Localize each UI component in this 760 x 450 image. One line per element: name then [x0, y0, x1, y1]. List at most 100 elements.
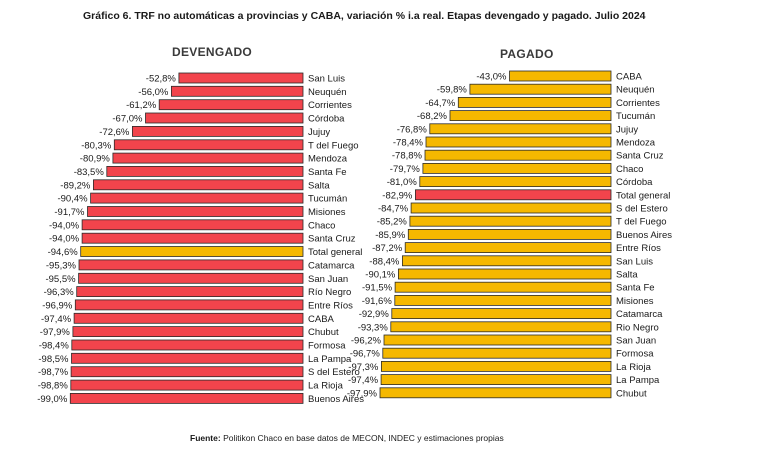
devengado-value-label: -67,0%	[112, 114, 143, 125]
devengado-bar	[71, 352, 304, 364]
devengado-category-label: La Rioja	[308, 381, 344, 392]
devengado-category-label: Neuquén	[308, 87, 347, 98]
devengado-value-label: -83,5%	[74, 167, 105, 178]
pagado-bar	[424, 149, 612, 161]
devengado-category-label: Corrientes	[308, 100, 352, 111]
pagado-value-label: -81,0%	[387, 177, 418, 188]
devengado-value-label: -72,6%	[99, 127, 130, 138]
devengado-value-label: -90,4%	[57, 194, 88, 205]
pagado-bar	[404, 242, 612, 254]
pagado-category-label: Tucumán	[616, 111, 655, 122]
devengado-bar	[71, 339, 304, 351]
devengado-bar	[78, 272, 304, 284]
pagado-bar	[383, 334, 612, 346]
chart-title: Gráfico 6. TRF no automáticas a provinci…	[83, 10, 646, 22]
devengado-bar	[81, 232, 304, 244]
devengado-value-label: -98,7%	[38, 367, 69, 378]
pagado-category-label: T del Fuego	[616, 217, 667, 228]
devengado-category-label: Total general	[308, 247, 362, 258]
devengado-bar	[178, 72, 304, 84]
devengado-value-label: -91,7%	[54, 207, 85, 218]
devengado-bar	[81, 219, 304, 231]
pagado-value-label: -91,6%	[362, 296, 393, 307]
devengado-value-label: -98,5%	[38, 354, 69, 365]
pagado-value-label: -78,8%	[392, 151, 423, 162]
devengado-bar	[145, 112, 304, 124]
pagado-value-label: -97,9%	[347, 388, 378, 399]
pagado-category-label: Córdoba	[616, 177, 653, 188]
devengado-value-label: -95,5%	[45, 274, 76, 285]
pagado-category-label: Jujuy	[616, 124, 638, 135]
pagado-bar	[409, 215, 612, 227]
pagado-value-label: -59,8%	[437, 85, 468, 96]
pagado-category-label: Misiones	[616, 296, 654, 307]
pagado-category-label: Corrientes	[616, 98, 660, 109]
pagado-category-label: Chubut	[616, 388, 647, 399]
devengado-bar	[72, 326, 304, 338]
pagado-value-label: -64,7%	[425, 98, 456, 109]
pagado-category-label: La Rioja	[616, 362, 652, 373]
pagado-category-label: Neuquén	[616, 85, 655, 96]
devengado-panel-title: DEVENGADO	[172, 45, 253, 59]
devengado-value-label: -98,8%	[38, 381, 69, 392]
pagado-bar	[401, 255, 612, 267]
pagado-value-label: -78,4%	[393, 138, 424, 149]
devengado-bar	[113, 139, 304, 151]
devengado-category-label: Córdoba	[308, 114, 345, 125]
devengado-bar	[112, 152, 304, 164]
devengado-category-label: Santa Fe	[308, 167, 347, 178]
devengado-value-label: -95,3%	[46, 260, 77, 271]
devengado-bar	[73, 312, 304, 324]
devengado-bar	[170, 85, 304, 97]
pagado-value-label: -43,0%	[476, 72, 507, 83]
pagado-bar	[419, 176, 612, 188]
pagado-bar	[407, 228, 612, 240]
devengado-category-label: Mendoza	[308, 154, 348, 165]
devengado-category-label: Catamarca	[308, 260, 355, 271]
pagado-value-label: -90,1%	[365, 270, 396, 281]
devengado-bar	[69, 392, 304, 404]
pagado-chart: -43,0% CABA -59,8% Neuquén -64,7% Corrientes -…	[347, 70, 672, 399]
pagado-category-label: Buenos Aires	[616, 230, 672, 241]
pagado-category-label: Santa Cruz	[616, 151, 664, 162]
devengado-category-label: Buenos Aires	[308, 394, 364, 405]
devengado-value-label: -80,9%	[80, 154, 111, 165]
pagado-value-label: -87,2%	[372, 243, 403, 254]
devengado-category-label: Entre Ríos	[308, 300, 353, 311]
pagado-category-label: Chaco	[616, 164, 643, 175]
pagado-bar	[469, 83, 612, 95]
devengado-value-label: -94,0%	[49, 220, 80, 231]
devengado-category-label: Santa Cruz	[308, 234, 356, 245]
devengado-value-label: -56,0%	[138, 87, 169, 98]
devengado-value-label: -99,0%	[37, 394, 68, 405]
pagado-category-label: Mendoza	[616, 138, 656, 149]
pagado-category-label: San Juan	[616, 336, 656, 347]
pagado-bar	[391, 308, 612, 320]
pagado-category-label: Salta	[616, 270, 638, 281]
pagado-bar	[380, 360, 612, 372]
devengado-chart: -52,8% San Luis -56,0% Neuquén -61,2% Corrien…	[37, 72, 364, 405]
devengado-value-label: -94,6%	[48, 247, 79, 258]
pagado-bar	[397, 268, 612, 280]
devengado-category-label: Jujuy	[308, 127, 330, 138]
devengado-category-label: San Luis	[308, 74, 345, 85]
devengado-bar	[87, 206, 304, 217]
pagado-value-label: -68,2%	[417, 111, 448, 122]
devengado-value-label: -89,2%	[60, 180, 91, 191]
devengado-bar	[131, 126, 304, 137]
devengado-value-label: -97,4%	[41, 314, 72, 325]
pagado-bar	[414, 189, 612, 201]
pagado-bar	[390, 321, 612, 333]
pagado-bar	[509, 70, 612, 82]
pagado-panel-title: PAGADO	[500, 47, 554, 61]
source-label: Fuente:	[190, 433, 221, 443]
pagado-value-label: -82,9%	[382, 190, 413, 201]
devengado-category-label: La Pampa	[308, 354, 352, 365]
pagado-value-label: -88,4%	[369, 256, 400, 267]
pagado-value-label: -92,9%	[359, 309, 390, 320]
devengado-value-label: -96,9%	[42, 300, 73, 311]
pagado-value-label: -76,8%	[397, 124, 428, 135]
pagado-bar	[422, 162, 612, 174]
devengado-bar	[93, 179, 304, 191]
pagado-value-label: -96,7%	[350, 349, 381, 360]
